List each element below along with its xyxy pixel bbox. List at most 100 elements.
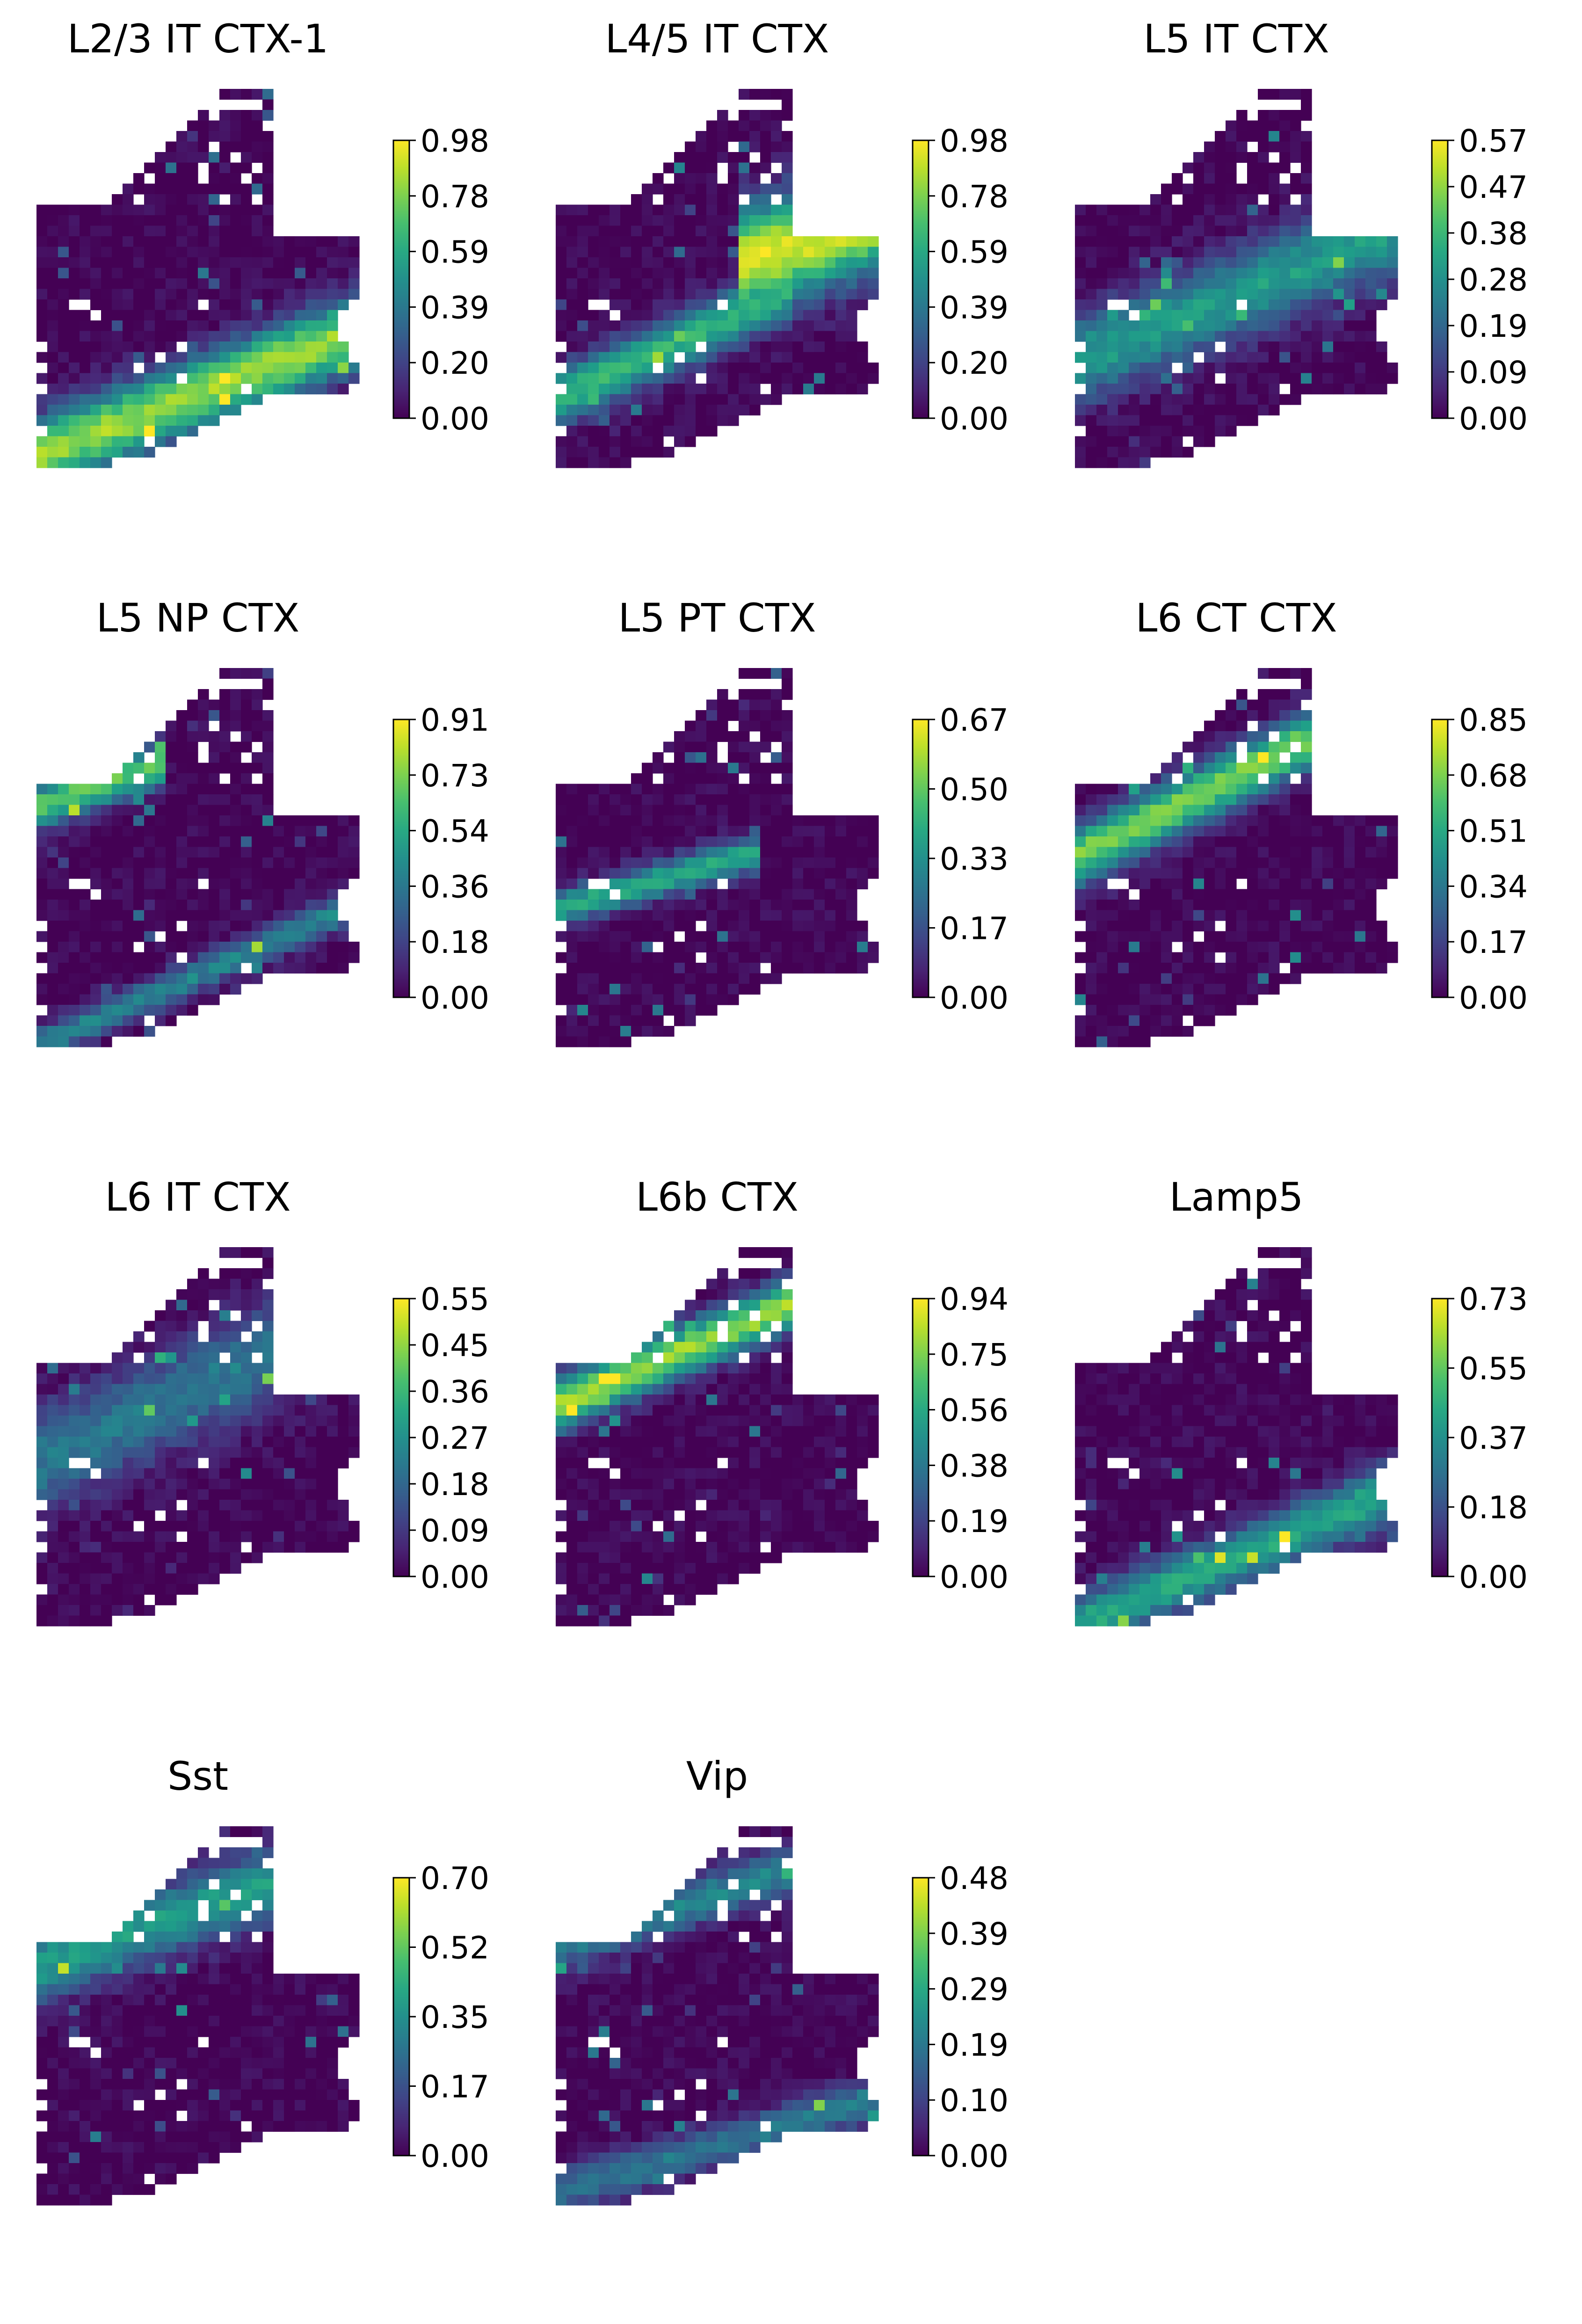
heatmap-cell bbox=[209, 889, 220, 900]
heatmap-cell bbox=[338, 815, 349, 827]
heatmap-cell bbox=[620, 963, 631, 974]
heatmap-cell bbox=[123, 331, 134, 342]
heatmap-cell bbox=[144, 815, 155, 827]
heatmap-cell bbox=[1344, 910, 1355, 921]
heatmap-cell bbox=[782, 826, 793, 837]
heatmap-cell bbox=[857, 341, 868, 353]
heatmap-cell bbox=[155, 1373, 166, 1385]
heatmap-cell bbox=[58, 1447, 69, 1458]
heatmap-cell bbox=[1086, 910, 1097, 921]
heatmap-cell bbox=[717, 394, 728, 405]
heatmap-cell bbox=[610, 278, 621, 290]
heatmap-cell bbox=[348, 1531, 360, 1542]
heatmap-cell bbox=[123, 204, 134, 216]
heatmap-cell bbox=[631, 963, 642, 974]
heatmap-cell bbox=[653, 889, 664, 900]
heatmap-cell bbox=[1193, 857, 1205, 869]
heatmap-cell bbox=[1193, 289, 1205, 300]
heatmap-cell bbox=[1247, 847, 1258, 858]
heatmap-cell bbox=[1290, 868, 1301, 879]
heatmap-cell bbox=[696, 426, 707, 437]
heatmap-cell bbox=[1129, 341, 1140, 353]
heatmap-cell bbox=[262, 268, 274, 279]
heatmap-cell bbox=[749, 699, 761, 711]
heatmap-cell bbox=[101, 1416, 112, 1427]
heatmap-cell bbox=[58, 1563, 69, 1574]
heatmap-cell bbox=[338, 857, 349, 869]
heatmap-cell bbox=[1355, 826, 1366, 837]
heatmap-cell bbox=[47, 225, 58, 237]
heatmap-cell bbox=[166, 331, 177, 342]
heatmap-cell bbox=[90, 426, 102, 437]
heatmap-cell bbox=[305, 1468, 317, 1479]
heatmap-cell bbox=[36, 1447, 48, 1458]
heatmap-cell bbox=[284, 236, 295, 247]
heatmap-cell bbox=[1183, 162, 1194, 174]
heatmap-cell bbox=[327, 1531, 338, 1542]
heatmap-cell bbox=[47, 1615, 58, 1627]
heatmap-cell bbox=[241, 310, 252, 321]
heatmap-cell bbox=[219, 668, 231, 679]
heatmap-cell bbox=[273, 363, 284, 374]
heatmap-cell bbox=[1279, 879, 1291, 890]
heatmap-cell bbox=[47, 257, 58, 269]
heatmap-cell bbox=[316, 826, 327, 837]
heatmap-cell bbox=[857, 815, 868, 827]
heatmap-cell bbox=[58, 1479, 69, 1490]
heatmap-cell bbox=[566, 994, 578, 1005]
heatmap-cell bbox=[1215, 394, 1226, 405]
heatmap-cell bbox=[1290, 836, 1301, 848]
heatmap-cell bbox=[69, 1015, 80, 1026]
heatmap-cell bbox=[338, 299, 349, 311]
heatmap-cell bbox=[825, 320, 836, 332]
heatmap-cell bbox=[1183, 331, 1194, 342]
heatmap-cell bbox=[1139, 289, 1151, 300]
heatmap-cell bbox=[792, 942, 804, 953]
heatmap-cell bbox=[685, 931, 696, 942]
heatmap-cell bbox=[69, 1479, 80, 1490]
heatmap-cell bbox=[262, 1331, 274, 1343]
heatmap-cell bbox=[262, 131, 274, 142]
heatmap-cell bbox=[610, 363, 621, 374]
heatmap-cell bbox=[1215, 805, 1226, 816]
heatmap-cell bbox=[1204, 320, 1215, 332]
heatmap-cell bbox=[262, 741, 274, 753]
heatmap-cell bbox=[706, 805, 718, 816]
heatmap-cell bbox=[1247, 341, 1258, 353]
heatmap-cell bbox=[653, 921, 664, 932]
heatmap bbox=[556, 1247, 879, 1627]
heatmap-cell bbox=[187, 405, 198, 416]
heatmap-cell bbox=[717, 952, 728, 963]
heatmap-cell bbox=[36, 994, 48, 1005]
heatmap-cell bbox=[1269, 394, 1280, 405]
heatmap-cell bbox=[1247, 921, 1258, 932]
heatmap-cell bbox=[1290, 257, 1301, 269]
heatmap-cell bbox=[230, 921, 241, 932]
heatmap-cell bbox=[771, 120, 782, 131]
heatmap-cell bbox=[1355, 815, 1366, 827]
heatmap-cell bbox=[653, 752, 664, 763]
heatmap-cell bbox=[133, 857, 145, 869]
heatmap-cell bbox=[566, 268, 578, 279]
heatmap-cell bbox=[1204, 257, 1215, 269]
heatmap-cell bbox=[155, 868, 166, 879]
heatmap-cell bbox=[47, 963, 58, 974]
heatmap-cell bbox=[1226, 278, 1237, 290]
heatmap-cell bbox=[653, 900, 664, 911]
heatmap-cell bbox=[36, 447, 48, 458]
heatmap-cell bbox=[1139, 247, 1151, 258]
heatmap-cell bbox=[825, 310, 836, 321]
heatmap-cell bbox=[1279, 826, 1291, 837]
heatmap-cell bbox=[90, 921, 102, 932]
heatmap-cell bbox=[112, 836, 123, 848]
heatmap-cell bbox=[1086, 341, 1097, 353]
heatmap-cell bbox=[187, 162, 198, 174]
heatmap-cell bbox=[1118, 889, 1129, 900]
heatmap-cell bbox=[814, 857, 825, 869]
heatmap-cell bbox=[792, 257, 804, 269]
heatmap-cell bbox=[58, 1500, 69, 1511]
heatmap-cell bbox=[599, 857, 610, 869]
heatmap-cell bbox=[620, 1015, 631, 1026]
heatmap-cell bbox=[123, 1416, 134, 1427]
heatmap-cell bbox=[219, 741, 231, 753]
